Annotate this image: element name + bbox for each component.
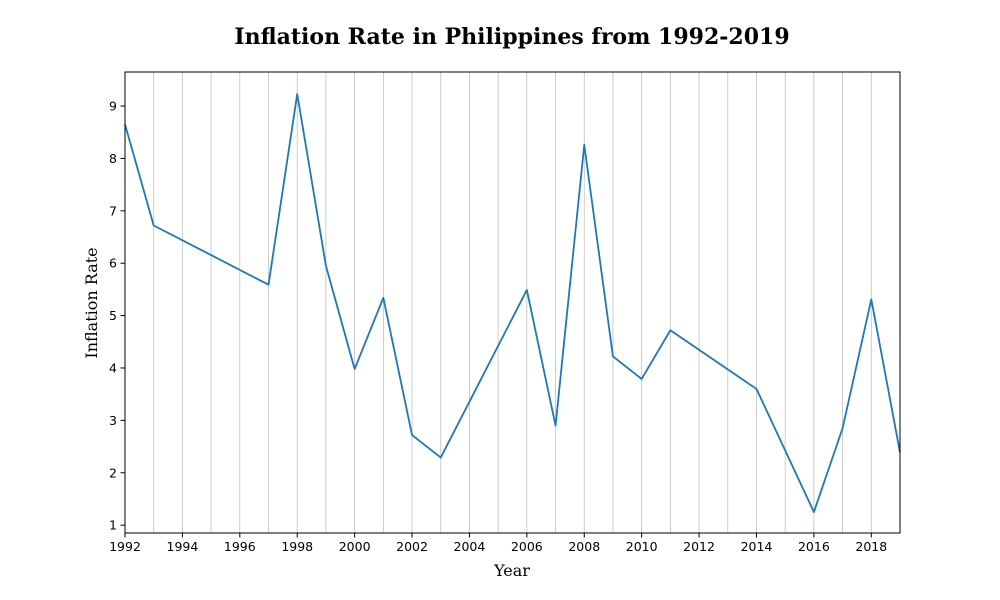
x-tick-label: 2008 <box>568 539 600 554</box>
series-line <box>124 93 901 513</box>
x-tick-label: 2012 <box>683 539 715 554</box>
y-tick-label: 7 <box>109 203 117 218</box>
x-tick-label: 1998 <box>281 539 313 554</box>
chart-title: Inflation Rate in Philippines from 1992-… <box>234 24 789 50</box>
x-tick-label: 2014 <box>741 539 773 554</box>
y-tick-label: 3 <box>109 413 117 428</box>
x-axis-ticks: 1992 1994 1996 1998 2000 2002 2004 2006 2008 2010… <box>109 533 887 554</box>
x-tick-label: 1996 <box>224 539 256 554</box>
plot-area-frame <box>124 71 901 534</box>
x-tick-label: 1994 <box>167 539 199 554</box>
y-tick-label: 4 <box>109 360 117 375</box>
x-tick-label: 2018 <box>855 539 887 554</box>
x-tick-label: 2002 <box>396 539 428 554</box>
x-tick-label: 1992 <box>109 539 141 554</box>
y-tick-label: 2 <box>109 465 117 480</box>
x-axis-label: Year <box>493 561 530 580</box>
y-tick-label: 9 <box>109 99 117 114</box>
x-tick-label: 2006 <box>511 539 543 554</box>
y-tick-label: 6 <box>109 256 117 271</box>
x-tick-label: 2004 <box>454 539 486 554</box>
x-tick-label: 2010 <box>626 539 658 554</box>
y-axis-ticks: 1 2 3 4 5 6 7 8 9 <box>109 99 125 533</box>
y-tick-label: 5 <box>109 308 117 323</box>
x-tick-label: 2000 <box>339 539 371 554</box>
y-axis-label: Inflation Rate <box>82 247 101 358</box>
y-tick-label: 1 <box>109 518 117 533</box>
x-tick-label: 2016 <box>798 539 830 554</box>
y-tick-label: 8 <box>109 151 117 166</box>
grid-lines <box>124 72 901 533</box>
